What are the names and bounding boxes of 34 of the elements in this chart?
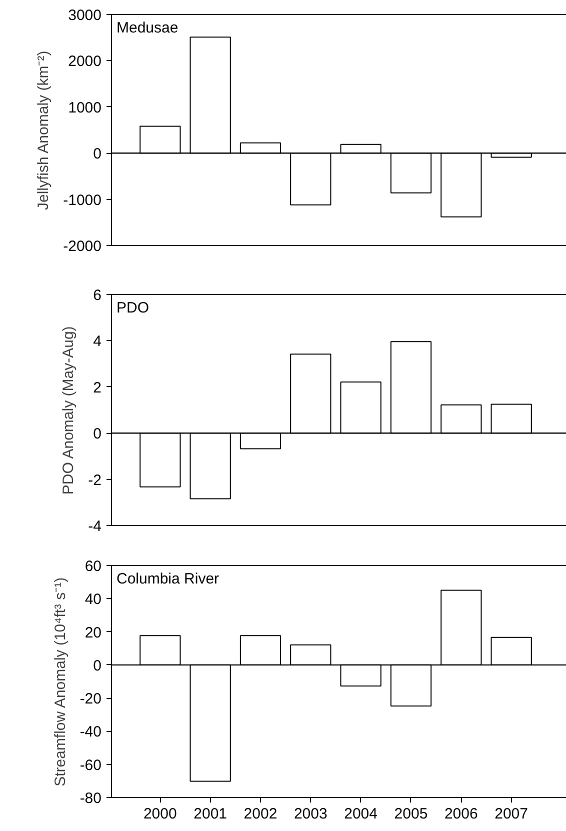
y-tick-label: -2000 — [63, 238, 102, 255]
x-tick-label: 2001 — [194, 806, 228, 822]
y-axis-title: Streamflow Anomaly (10⁴ft³ s⁻¹) — [52, 577, 69, 786]
x-tick-label: 2004 — [344, 806, 378, 822]
x-tick-label: 2007 — [494, 806, 528, 822]
y-tick-label: -60 — [80, 756, 102, 774]
y-tick-label: 20 — [84, 624, 102, 642]
y-tick-label: 60 — [84, 558, 102, 575]
x-tick-label: 2002 — [244, 806, 278, 822]
x-tick-label: 2000 — [143, 806, 177, 822]
y-tick-label: -40 — [80, 724, 102, 741]
chart-title: Medusae — [116, 20, 178, 36]
y-axis-title: PDO Anomaly (May-Aug) — [60, 326, 78, 495]
y-tick-label: -20 — [80, 690, 102, 708]
y-tick-label: -1000 — [63, 192, 102, 209]
y-tick-label: -2 — [88, 472, 102, 489]
y-tick-label: 2000 — [68, 53, 102, 70]
x-tick-label: 2005 — [394, 806, 428, 822]
y-axis-title: Jellyfish Anomaly (km⁻²) — [35, 50, 52, 210]
y-tick-label: 0 — [93, 146, 102, 163]
x-tick-label: 2003 — [294, 806, 328, 822]
y-tick-label: 0 — [93, 426, 102, 443]
y-tick-label: -80 — [80, 790, 102, 807]
y-tick-label: 4 — [93, 333, 102, 350]
y-tick-label: 2 — [93, 379, 102, 396]
chart-title: PDO — [116, 300, 150, 316]
y-tick-label: 3000 — [68, 7, 102, 24]
y-tick-label: 1000 — [68, 99, 102, 116]
chart-title: Columbia River — [116, 570, 220, 588]
x-tick-label: 2006 — [444, 806, 478, 822]
y-tick-label: 40 — [84, 591, 102, 608]
y-tick-label: 0 — [93, 657, 102, 674]
y-tick-label: -4 — [88, 518, 102, 535]
y-tick-label: 6 — [93, 287, 102, 304]
